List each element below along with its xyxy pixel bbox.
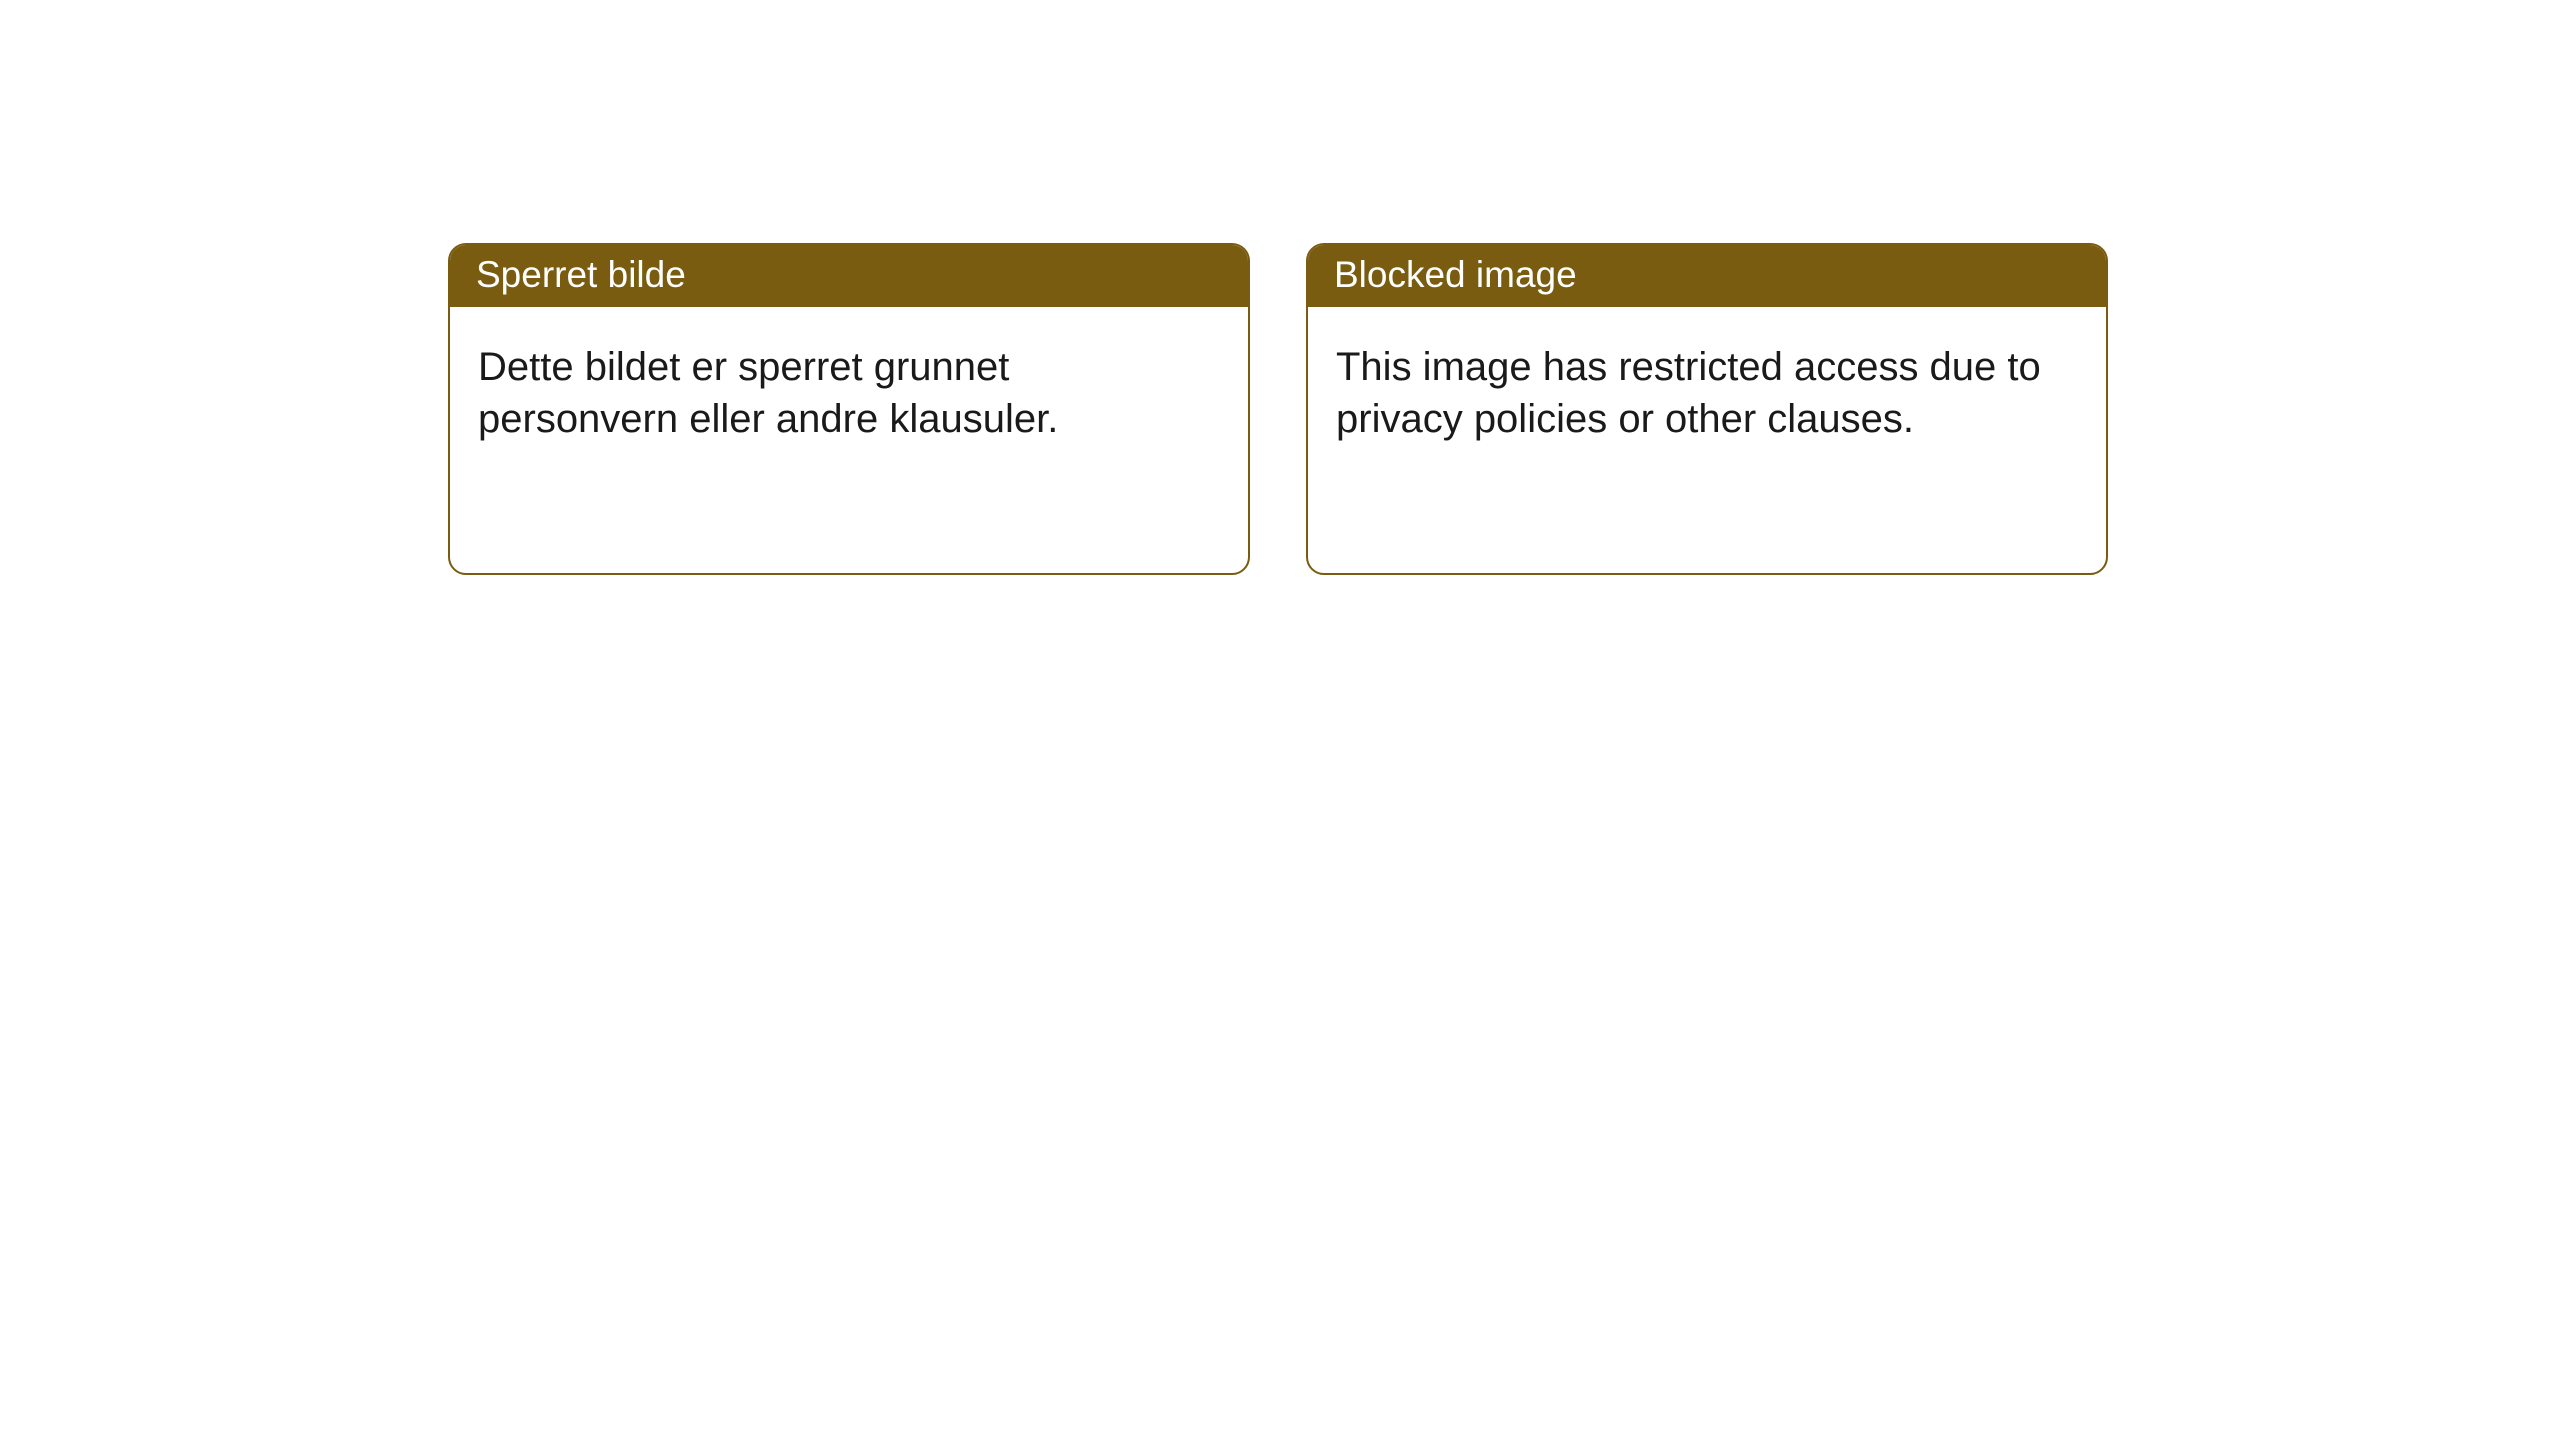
notice-card-norwegian: Sperret bilde Dette bildet er sperret gr… bbox=[448, 243, 1250, 575]
notice-body: This image has restricted access due to … bbox=[1308, 307, 2106, 473]
notice-header: Blocked image bbox=[1308, 245, 2106, 307]
notice-container: Sperret bilde Dette bildet er sperret gr… bbox=[0, 0, 2560, 575]
notice-card-english: Blocked image This image has restricted … bbox=[1306, 243, 2108, 575]
notice-header: Sperret bilde bbox=[450, 245, 1248, 307]
notice-body: Dette bildet er sperret grunnet personve… bbox=[450, 307, 1248, 473]
